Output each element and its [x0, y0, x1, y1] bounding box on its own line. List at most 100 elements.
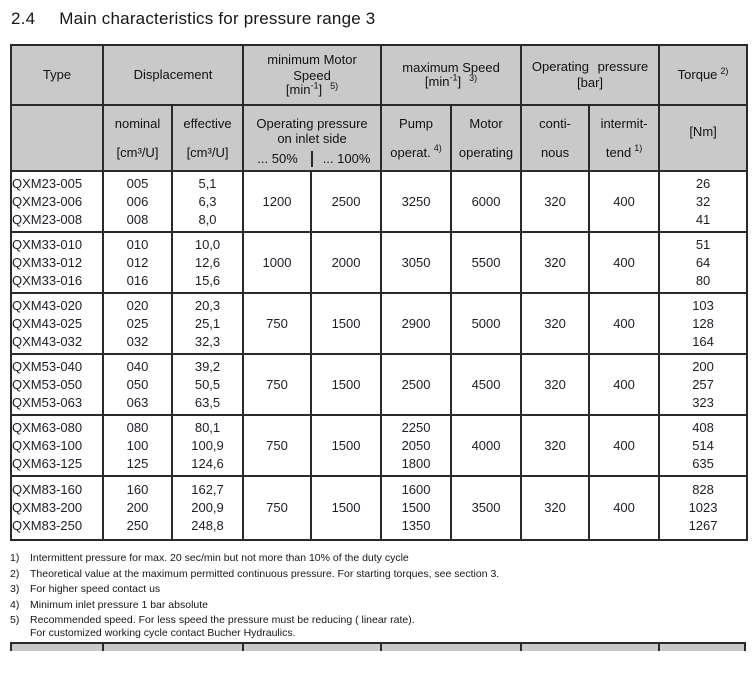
cell-motor-speed: 4000 [450, 414, 523, 477]
section-title-text: Main characteristics for pressure range … [59, 9, 376, 28]
cell-pressure-50: 1200 [242, 170, 313, 233]
header-pump-operat: Pump operat. 4) [380, 104, 453, 172]
divider [242, 644, 244, 651]
min-speed-line1: minimum Motor [267, 52, 357, 67]
cell-pump-speed: 3250 [380, 170, 453, 233]
cell-intermittent: 400 [588, 414, 661, 477]
cell-continuous: 320 [520, 475, 591, 541]
max-speed-unit: [min-1] 3) [424, 72, 478, 89]
header-motor-operating: Motor operating [450, 104, 523, 172]
cell-pressure-50: 750 [242, 475, 313, 541]
cell-motor-speed: 5500 [450, 231, 523, 294]
datasheet-page: 2.4 Main characteristics for pressure ra… [10, 9, 749, 651]
cell-continuous: 320 [520, 170, 591, 233]
footnote-ref-1: 1) [634, 143, 643, 154]
divider [520, 644, 522, 651]
table-row-qxm33: QXM33-010 QXM33-012 QXM33-016 010 012 01… [10, 231, 749, 294]
cell-continuous: 320 [520, 231, 591, 294]
cell-pressure-100: 2000 [310, 231, 383, 294]
cell-pressure-100: 2500 [310, 170, 383, 233]
footnote-ref-2: 2) [720, 65, 729, 76]
cell-nominal: 020 025 032 [102, 292, 173, 355]
cell-nominal: 010 012 016 [102, 231, 173, 294]
cell-intermittent: 400 [588, 170, 661, 233]
header-100pct: ... 100% [311, 150, 380, 167]
cell-motor-speed: 4500 [450, 353, 523, 416]
header-effective: effective [cm³/U] [170, 104, 245, 172]
header-50pct: ... 50% [257, 150, 298, 166]
cell-type: QXM53-040 QXM53-050 QXM53-063 [10, 353, 104, 416]
cell-pressure-100: 1500 [310, 353, 383, 416]
cell-pressure-50: 1000 [242, 231, 313, 294]
header-type-spacer [10, 104, 104, 172]
cell-torque: 51 64 80 [658, 231, 749, 294]
cell-type: QXM33-010 QXM33-012 QXM33-016 [10, 231, 104, 294]
cell-continuous: 320 [520, 414, 591, 477]
cell-type: QXM83-160 QXM83-200 QXM83-250 [10, 475, 104, 541]
cell-nominal: 160 200 250 [102, 475, 173, 541]
op-pressure-unit: [bar] [577, 75, 604, 90]
header-operating-pressure: Operating pressure [bar] [520, 44, 661, 106]
characteristics-table: Type Displacement minimum Motor Speed [m… [10, 44, 749, 541]
op-pressure-line1: Operating pressure [531, 59, 649, 74]
cell-torque: 828 1023 1267 [658, 475, 749, 541]
divider [102, 644, 104, 651]
footnote-2: 2) Theoretical value at the maximum permi… [10, 567, 500, 580]
table-row-qxm83: QXM83-160 QXM83-200 QXM83-250 160 200 25… [10, 475, 749, 541]
table-row-qxm63: QXM63-080 QXM63-100 QXM63-125 080 100 12… [10, 414, 749, 477]
cell-motor-speed: 3500 [450, 475, 523, 541]
cell-intermittent: 400 [588, 292, 661, 355]
cell-effective: 10,0 12,6 15,6 [170, 231, 245, 294]
inlet-subheaders: ... 50% ... 100% [244, 150, 380, 167]
cell-continuous: 320 [520, 292, 591, 355]
next-table-top-edge [10, 642, 746, 651]
footnote-1: 1) Intermittent pressure for max. 20 sec/… [10, 552, 409, 564]
divider [380, 644, 382, 651]
cell-continuous: 320 [520, 353, 591, 416]
min-speed-line2: Speed [293, 68, 331, 83]
inlet-label: Operating pressure on inlet side [256, 115, 368, 146]
cell-type: QXM43-020 QXM43-025 QXM43-032 [10, 292, 104, 355]
footnotes: 1) Intermittent pressure for max. 20 sec/… [10, 552, 746, 639]
cell-pressure-100: 1500 [310, 475, 383, 541]
footnote-3: 3) For higher speed contact us [10, 583, 161, 595]
table-row-qxm43: QXM43-020 QXM43-025 QXM43-032 020 025 03… [10, 292, 749, 355]
section-title: 2.4 Main characteristics for pressure ra… [11, 9, 746, 29]
cell-effective: 80,1 100,9 124,6 [170, 414, 245, 477]
header-nominal: nominal [cm³/U] [102, 104, 173, 172]
cell-pump-speed: 1600 1500 1350 [380, 475, 453, 541]
table-row-qxm23: QXM23-005 QXM23-006 QXM23-008 005 006 00… [10, 170, 749, 233]
header-min-motor-speed: minimum Motor Speed [min-1] 5) [242, 44, 383, 106]
footnote-5: 5) Recommended speed. For less speed the … [10, 614, 415, 639]
cell-pressure-50: 750 [242, 353, 313, 416]
header-row-2: nominal [cm³/U] effective [cm³/U] Operatin… [10, 104, 749, 172]
header-continuous: conti-nous [520, 104, 591, 172]
cell-pump-speed: 3050 [380, 231, 453, 294]
footnote-ref-4: 4) [433, 143, 442, 154]
table-row-qxm53: QXM53-040 QXM53-050 QXM53-063 040 050 06… [10, 353, 749, 416]
cell-intermittent: 400 [588, 475, 661, 541]
header-row-1: Type Displacement minimum Motor Speed [m… [10, 44, 749, 106]
header-displacement: Displacement [101, 44, 245, 106]
cell-effective: 39,2 50,5 63,5 [170, 353, 245, 416]
cell-torque: 103 128 164 [658, 292, 749, 355]
cell-intermittent: 400 [588, 231, 661, 294]
cell-pump-speed: 2500 [380, 353, 453, 416]
cell-pressure-50: 750 [242, 292, 313, 355]
divider [658, 644, 660, 651]
footnote-ref-3: 3) [469, 72, 478, 83]
header-intermittent: intermit-tend 1) [588, 104, 661, 172]
cell-nominal: 005 006 008 [102, 170, 173, 233]
cell-intermittent: 400 [588, 353, 661, 416]
cell-effective: 162,7 200,9 248,8 [170, 475, 245, 541]
section-number: 2.4 [11, 9, 36, 28]
cell-type: QXM23-005 QXM23-006 QXM23-008 [10, 170, 104, 233]
cell-pressure-50: 750 [242, 414, 313, 477]
cell-torque: 26 32 41 [658, 170, 749, 233]
header-inlet-pressure: Operating pressure on inlet side ... 50%.… [242, 104, 383, 172]
cell-type: QXM63-080 QXM63-100 QXM63-125 [10, 414, 104, 477]
cell-motor-speed: 5000 [450, 292, 523, 355]
cell-effective: 5,1 6,3 8,0 [170, 170, 245, 233]
cell-torque: 408 514 635 [658, 414, 749, 477]
footnote-ref-5: 5) [330, 80, 339, 91]
